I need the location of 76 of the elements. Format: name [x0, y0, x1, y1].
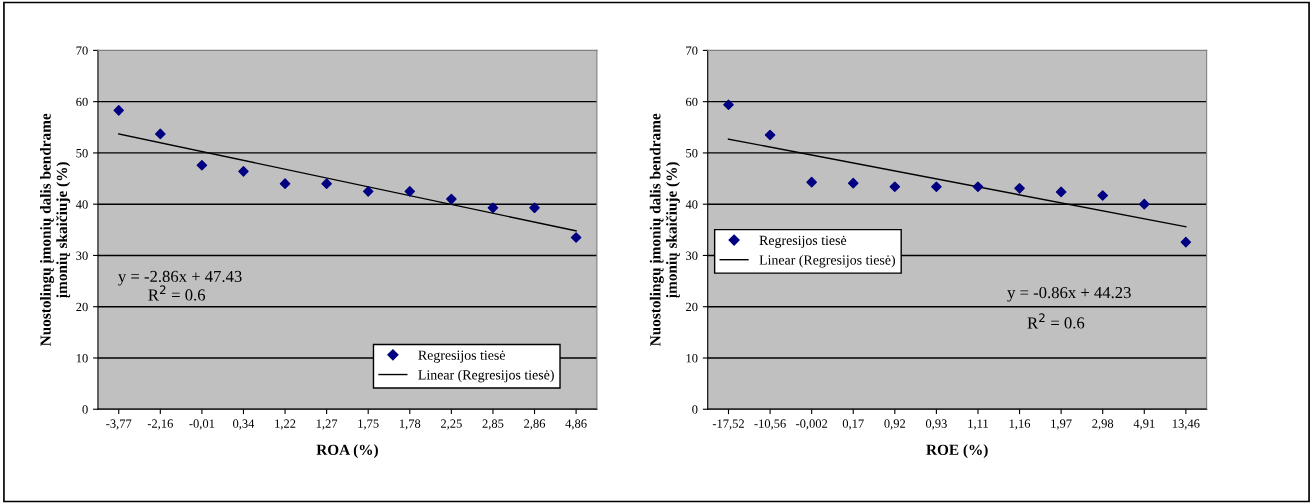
y-tick-label: 40 — [685, 200, 698, 209]
x-tick-label: -17,52 — [712, 419, 744, 430]
annotation: y = -2.86x + 47.43 — [118, 270, 242, 286]
y-tick-label: 60 — [76, 97, 88, 107]
y-tick-label: 20 — [686, 302, 698, 312]
x-tick-label: 1,78 — [399, 419, 421, 430]
point — [529, 202, 540, 214]
annotation: R$^{2}$ = 0.6 — [1027, 313, 1085, 329]
y-axis-title: Nuostolingų įmonių dalis bendrame įmonių skaičiuje (%) — [40, 113, 71, 347]
point — [362, 186, 374, 197]
legend-label: Regresijos tiesė — [418, 350, 506, 363]
x-tick-label: 4,86 — [565, 419, 587, 430]
y-tick-label: 60 — [686, 97, 698, 107]
point — [806, 176, 817, 188]
y-tick-label: 70 — [76, 46, 88, 55]
x-tick-label: 2,98 — [1092, 419, 1114, 430]
y-tick-label: 30 — [686, 251, 698, 260]
point — [279, 178, 291, 189]
y-tick-label: 50 — [686, 148, 698, 158]
legend-label: Linear (Regresijos tiesė) — [759, 254, 896, 268]
x-tick-label: 2,86 — [524, 419, 546, 430]
legend-label: Linear (Regresijos tiesė) — [418, 369, 554, 383]
x-tick-label: -2,16 — [147, 419, 173, 430]
x-tick-label: 0,17 — [842, 419, 864, 430]
point — [113, 105, 125, 116]
point — [764, 129, 776, 141]
x-tick-label: 2,25 — [440, 419, 462, 430]
x-axis-title: ROA (%) — [316, 444, 378, 459]
x-tick-label: -0,01 — [189, 419, 215, 430]
x-tick-label: 4,91 — [1133, 419, 1155, 430]
y-tick-label: 10 — [686, 354, 698, 363]
x-tick-label: 1,22 — [275, 419, 296, 430]
x-tick-label: 1,27 — [316, 419, 338, 430]
point — [487, 202, 499, 214]
point — [1014, 182, 1025, 194]
point — [847, 177, 859, 189]
annotation: R$^{2}$ = 0.6 — [148, 285, 206, 301]
x-tick-label: 2,85 — [482, 419, 504, 430]
x-axis-title: ROE (%) — [926, 444, 988, 459]
y-tick-label: 0 — [692, 405, 698, 414]
point — [238, 166, 249, 177]
point — [1055, 186, 1067, 198]
point — [1138, 198, 1150, 210]
y-tick-label: 70 — [686, 46, 698, 55]
x-tick-label: 0,92 — [884, 419, 906, 430]
x-tick-label: 1,16 — [1009, 419, 1031, 430]
point — [196, 159, 208, 171]
x-tick-label: 1,75 — [358, 419, 379, 430]
legend-label: Regresijos tiesė — [759, 235, 847, 248]
point — [321, 178, 332, 189]
annotation: y = -0.86x + 44.23 — [1007, 286, 1131, 302]
x-tick-label: 13,46 — [1172, 419, 1200, 430]
point — [570, 232, 582, 243]
y-tick-label: 10 — [76, 354, 88, 363]
point — [155, 128, 166, 140]
y-tick-label: 30 — [76, 251, 88, 260]
point — [1097, 190, 1109, 201]
x-tick-label: -3,77 — [106, 419, 132, 430]
point — [1180, 236, 1192, 248]
y-tick-label: 40 — [75, 200, 88, 209]
x-tick-label: 1,11 — [968, 419, 988, 430]
y-axis-title: Nuostolingų įmonių dalis bendrame įmonių skaičiuje (%) — [649, 113, 680, 347]
y-tick-label: 0 — [82, 405, 88, 414]
x-tick-label: 0,93 — [925, 419, 947, 430]
x-tick-label: -0,002 — [795, 419, 828, 430]
y-tick-label: 50 — [76, 148, 88, 158]
point — [972, 181, 984, 193]
point — [404, 186, 416, 197]
y-tick-label: 20 — [76, 302, 88, 312]
x-tick-label: -10,56 — [754, 419, 786, 430]
point — [723, 99, 734, 111]
point — [446, 193, 457, 205]
point — [931, 181, 942, 193]
x-tick-label: 1,97 — [1051, 419, 1072, 430]
x-tick-label: 0,34 — [233, 419, 255, 430]
point — [889, 181, 901, 193]
